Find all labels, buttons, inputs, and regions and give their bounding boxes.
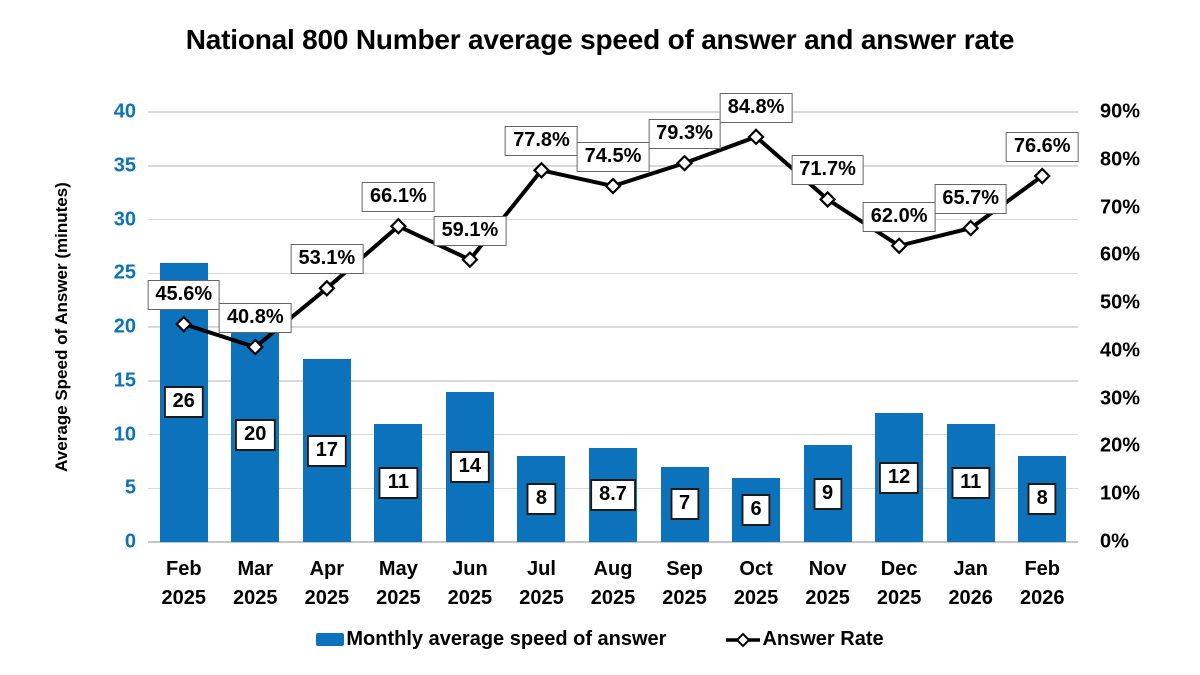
line-value-label: 65.7% [934, 184, 1008, 215]
gridline [148, 433, 1078, 436]
left-axis-tick: 20 [113, 315, 136, 338]
right-axis-tick: 0% [1100, 530, 1129, 553]
gridline [148, 218, 1078, 221]
line-diamond-icon [726, 632, 761, 647]
answer-rate-line [175, 128, 1051, 356]
left-axis-tick: 15 [113, 369, 136, 392]
bar-value-label: 20 [235, 418, 276, 451]
right-axis-tick: 30% [1100, 387, 1141, 410]
right-axis-tick: 40% [1100, 339, 1141, 362]
right-axis-tick: 50% [1100, 291, 1141, 314]
left-axis-tick: 0 [124, 530, 136, 553]
line-marker-diamond [175, 315, 193, 333]
line-marker-diamond [246, 338, 264, 356]
x-axis-line [148, 541, 1078, 543]
line-value-label: 45.6% [147, 280, 221, 311]
bar-value-label: 8.7 [590, 479, 636, 512]
line-value-label: 77.8% [505, 126, 578, 157]
x-axis-label: Dec 2025 [876, 558, 922, 609]
bar-value-label: 9 [813, 477, 843, 510]
legend: Monthly average speed of answer Answer R… [0, 628, 1200, 651]
x-axis-label: Aug 2025 [590, 558, 636, 609]
line-value-label: 74.5% [576, 142, 650, 173]
legend-label-answer-rate: Answer Rate [762, 628, 884, 650]
line-marker-diamond [318, 279, 336, 297]
bar-value-label: 8 [526, 483, 557, 515]
line-value-label: 71.7% [791, 155, 864, 186]
left-axis-tick: 30 [113, 208, 136, 230]
bar-value-label: 7 [669, 488, 700, 521]
right-axis-tick: 70% [1100, 196, 1141, 219]
line-value-label: 76.6% [1005, 132, 1079, 163]
gridline [148, 380, 1078, 382]
line-marker-diamond [675, 154, 694, 172]
line-marker-diamond [532, 161, 551, 179]
line-marker-diamond [1033, 167, 1051, 185]
line-marker-diamond [461, 251, 479, 269]
gridline [148, 272, 1078, 274]
bar-value-label: 12 [879, 461, 920, 494]
right-axis-tick: 10% [1100, 482, 1141, 505]
x-axis-label: Oct 2025 [733, 558, 779, 609]
line-marker-diamond [890, 237, 908, 255]
gridline [148, 111, 1078, 113]
right-axis-tick: 90% [1100, 100, 1141, 123]
x-axis-label: Feb 2026 [1019, 558, 1065, 609]
line-value-label: 40.8% [218, 303, 292, 334]
x-axis-label: Jun 2025 [447, 558, 493, 609]
bar-value-label: 11 [378, 466, 418, 499]
bar-value-label: 17 [306, 434, 347, 467]
bar-value-label: 26 [163, 386, 204, 419]
legend-label-speed: Monthly average speed of answer [346, 628, 667, 650]
bar-value-label: 11 [951, 466, 991, 499]
left-axis-tick: 5 [124, 476, 136, 499]
line-marker-diamond [747, 128, 765, 146]
x-axis-label: Apr 2025 [304, 558, 350, 609]
line-marker-diamond [819, 190, 837, 208]
x-axis-label: Feb 2025 [161, 558, 207, 609]
x-axis-label: Mar 2025 [233, 558, 278, 609]
line-value-label: 84.8% [719, 92, 793, 123]
bar-value-label: 14 [449, 450, 491, 483]
gridline [148, 326, 1078, 328]
x-axis-label: May 2025 [376, 558, 421, 609]
chart-title: National 800 Number average speed of ans… [185, 24, 1015, 55]
bar-swatch-icon [316, 633, 345, 646]
left-axis-tick: 40 [113, 100, 136, 123]
line-marker-diamond [604, 177, 622, 195]
line-value-label: 59.1% [433, 215, 507, 246]
line-marker-diamond [389, 217, 407, 235]
right-axis-tick: 60% [1100, 243, 1141, 266]
bar-value-label: 6 [741, 493, 771, 526]
left-axis-tick: 10 [113, 423, 136, 445]
line-marker-diamond [962, 219, 980, 237]
bar-value-label: 8 [1027, 483, 1057, 515]
line-value-label: 66.1% [362, 182, 435, 213]
x-axis-label: Jan 2026 [948, 558, 993, 609]
right-axis-tick: 20% [1100, 434, 1141, 457]
line-value-label: 79.3% [648, 119, 721, 150]
right-axis-tick: 80% [1100, 148, 1141, 171]
x-axis-label: Jul 2025 [519, 558, 564, 609]
plot-area: 26 20 17 11 14 8 8.7 7 6 9 12 11 8 45.6% 40.8% 53.1% 66.… [147, 92, 1079, 543]
line-value-label: 53.1% [290, 244, 364, 275]
x-axis-label: Nov 2025 [805, 558, 850, 609]
x-axis-label: Sep 2025 [662, 558, 707, 609]
left-axis-tick: 25 [113, 261, 136, 284]
line-value-label: 62.0% [862, 201, 936, 232]
legend-item-answer-rate: Answer Rate [726, 628, 884, 651]
legend-item-speed: Monthly average speed of answer [316, 628, 666, 651]
left-axis-tick: 35 [113, 154, 136, 177]
